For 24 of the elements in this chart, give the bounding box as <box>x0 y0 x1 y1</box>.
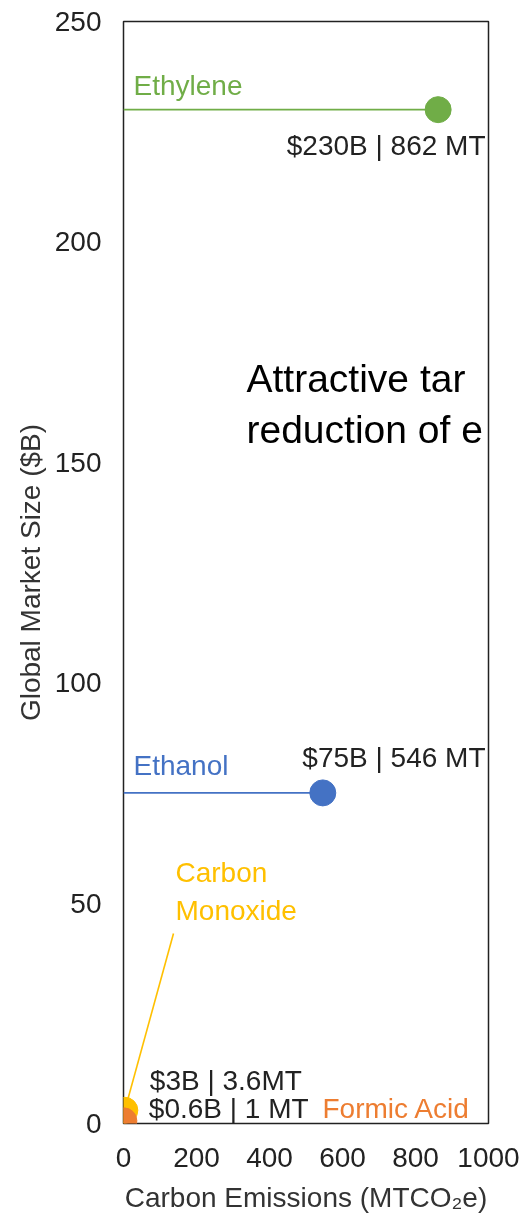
x-tick-label: 400 <box>246 1141 293 1173</box>
x-tick-label: 200 <box>173 1141 220 1173</box>
x-tick-label: 800 <box>392 1141 439 1173</box>
text: Carbon Monoxide <box>175 857 297 926</box>
y-tick-label: 100 <box>54 667 102 699</box>
x-tick-label: 600 <box>319 1141 366 1173</box>
y-tick-label: 50 <box>70 887 102 919</box>
point <box>424 96 452 124</box>
y-tick-label: 250 <box>54 6 102 37</box>
x-axis-title: Carbon Emissions (MTCO₂e) <box>124 1181 488 1213</box>
y-tick-label: 200 <box>54 226 102 258</box>
text: Formic Acid <box>322 1093 469 1124</box>
x-tick-label: 1000 <box>457 1141 520 1173</box>
point <box>309 779 337 807</box>
y-tick-label: 0 <box>85 1108 102 1139</box>
data-label: $75B | 546 MT <box>302 742 486 774</box>
text: Ethanol <box>133 750 229 782</box>
data-label: $3B | 3.6MT <box>149 1064 302 1096</box>
annotation: Attractive tar reduction of e <box>246 356 483 452</box>
data-label: $230B | 862 MT <box>286 130 486 162</box>
y-axis-title: Global Market Size ($B) <box>14 423 46 722</box>
x-tick-label: 0 <box>115 1141 132 1173</box>
text: Ethylene <box>133 70 243 102</box>
y-tick-label: 150 <box>54 446 102 478</box>
